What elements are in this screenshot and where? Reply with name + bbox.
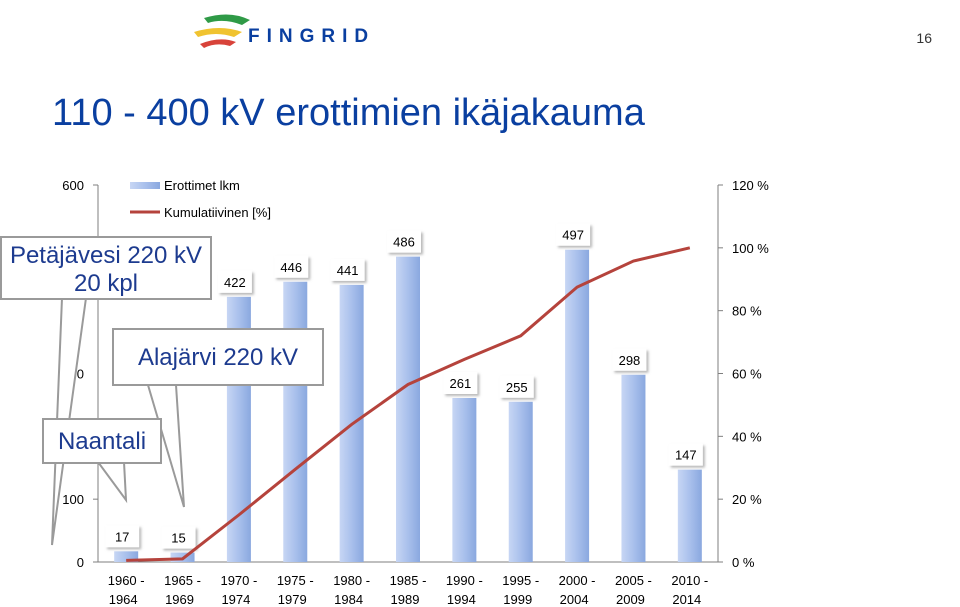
left-tick-label: 0 bbox=[77, 555, 84, 570]
bar-label-box bbox=[330, 258, 365, 281]
callout-naantali-line1: Naantali bbox=[57, 428, 147, 455]
bar-data-labels: 17 15 422 446 441 486 261 255 497 298 147 bbox=[105, 223, 703, 549]
bar-label-text: 15 bbox=[171, 531, 185, 546]
right-tick-label: 60 % bbox=[732, 367, 762, 382]
bar-label-box bbox=[668, 443, 703, 466]
x-tick-label-line2: 2014 bbox=[672, 592, 701, 607]
bar-label-box bbox=[387, 230, 421, 253]
right-tick-label: 100 % bbox=[732, 241, 769, 256]
bar-label-box bbox=[612, 348, 647, 371]
x-tick-label-line1: 2000 - bbox=[559, 573, 596, 588]
x-tick-label-line2: 1979 bbox=[278, 592, 307, 607]
legend-line-label: Kumulatiivinen [%] bbox=[164, 205, 271, 220]
x-tick-label-line1: 1985 - bbox=[390, 573, 427, 588]
left-tick-label: 0 bbox=[77, 367, 84, 382]
bar-data-label: 255 bbox=[499, 375, 534, 398]
x-tick-label-line1: 2005 - bbox=[615, 573, 652, 588]
bar-label-box bbox=[105, 525, 140, 548]
bar-label-text: 261 bbox=[450, 376, 472, 391]
bar bbox=[621, 374, 646, 562]
bar-data-label: 261 bbox=[443, 372, 478, 395]
bar-data-label: 441 bbox=[330, 258, 365, 281]
bar-label-box bbox=[274, 255, 309, 278]
bar-label-box bbox=[556, 223, 591, 246]
right-axis: 0 % 20 % 40 % 60 % 80 % 100 % 120 % bbox=[717, 178, 769, 570]
logo-green-stripe bbox=[204, 14, 250, 25]
logo-red-stripe bbox=[200, 39, 236, 48]
bar bbox=[508, 401, 533, 562]
bar-data-label: 147 bbox=[668, 443, 703, 466]
x-tick-label-line1: 1965 - bbox=[164, 573, 201, 588]
bar-label-text: 147 bbox=[675, 448, 697, 463]
x-tick-label-line2: 1969 bbox=[165, 592, 194, 607]
callout-petajavesi-line1: Petäjävesi 220 kV bbox=[9, 242, 203, 269]
x-axis-labels: 1960 - 1964 1965 - 1969 1970 - 1974 1975 - 1979… bbox=[108, 573, 709, 607]
bar bbox=[452, 398, 477, 562]
bar-data-label: 497 bbox=[556, 223, 591, 246]
x-tick-label-line2: 1984 bbox=[334, 592, 363, 607]
bar-data-label: 422 bbox=[217, 270, 252, 293]
page-number: 16 bbox=[916, 30, 932, 46]
left-tick-label: 600 bbox=[62, 178, 84, 193]
right-tick-label: 80 % bbox=[732, 304, 762, 319]
bar-label-text: 441 bbox=[337, 263, 359, 278]
callout-petajavesi: Petäjävesi 220 kV 20 kpl bbox=[0, 236, 212, 300]
bar-data-label: 17 bbox=[105, 525, 140, 548]
bar-label-text: 255 bbox=[506, 380, 528, 395]
x-tick-label-line2: 2004 bbox=[560, 592, 589, 607]
x-tick-label-line1: 2010 - bbox=[671, 573, 708, 588]
right-tick-label: 120 % bbox=[732, 178, 769, 193]
legend: Erottimet lkm Kumulatiivinen [%] bbox=[130, 178, 271, 220]
x-tick-label-line2: 2009 bbox=[616, 592, 645, 607]
x-tick-label-line1: 1970 - bbox=[220, 573, 257, 588]
legend-bar-swatch bbox=[130, 182, 160, 189]
right-tick-label: 0 % bbox=[732, 555, 755, 570]
bar bbox=[283, 281, 308, 562]
x-tick-label-line2: 1989 bbox=[391, 592, 420, 607]
logo-text: FINGRID bbox=[248, 26, 375, 47]
bar bbox=[114, 551, 139, 562]
bar-label-box bbox=[161, 526, 196, 549]
x-tick-label-line2: 1974 bbox=[221, 592, 250, 607]
bar-data-label: 298 bbox=[612, 348, 647, 371]
callout-alajarvi-line1: Alajärvi 220 kV bbox=[137, 344, 299, 371]
callout-naantali: Naantali bbox=[42, 418, 162, 464]
bar-label-box bbox=[443, 372, 478, 395]
bar-label-box bbox=[499, 375, 534, 398]
bar-label-text: 422 bbox=[224, 275, 246, 290]
bar bbox=[396, 256, 420, 562]
callout-petajavesi-line2: 20 kpl bbox=[73, 270, 139, 297]
bar-data-label: 486 bbox=[387, 230, 421, 253]
bar-label-text: 486 bbox=[393, 235, 415, 250]
right-tick-label: 40 % bbox=[732, 429, 762, 444]
left-tick-label: 100 bbox=[62, 492, 84, 507]
x-tick-label-line2: 1999 bbox=[503, 592, 532, 607]
legend-bar-label: Erottimet lkm bbox=[164, 178, 240, 193]
bar bbox=[677, 469, 702, 562]
fingrid-logo: FINGRID bbox=[194, 14, 375, 48]
bar-label-text: 446 bbox=[280, 260, 302, 275]
x-tick-label-line2: 1964 bbox=[109, 592, 138, 607]
bar-data-label: 15 bbox=[161, 526, 196, 549]
bar-data-label: 446 bbox=[274, 255, 309, 278]
right-tick-label: 20 % bbox=[732, 492, 762, 507]
x-tick-label-line1: 1980 - bbox=[333, 573, 370, 588]
x-tick-label-line1: 1960 - bbox=[108, 573, 145, 588]
x-tick-label-line1: 1990 - bbox=[446, 573, 483, 588]
slide-title: 110 - 400 kV erottimien ikäjakauma bbox=[52, 92, 645, 134]
bar-label-text: 497 bbox=[562, 228, 584, 243]
bar-label-box bbox=[217, 270, 252, 293]
logo-yellow-stripe bbox=[194, 28, 242, 37]
bar bbox=[565, 249, 590, 563]
x-tick-label-line1: 1995 - bbox=[502, 573, 539, 588]
bar-label-text: 298 bbox=[619, 353, 641, 368]
x-tick-label-line2: 1994 bbox=[447, 592, 476, 607]
cumulative-line-series bbox=[126, 246, 691, 562]
x-tick-label-line1: 1975 - bbox=[277, 573, 314, 588]
bar-label-text: 17 bbox=[115, 529, 129, 544]
callout-alajarvi: Alajärvi 220 kV bbox=[112, 328, 324, 386]
